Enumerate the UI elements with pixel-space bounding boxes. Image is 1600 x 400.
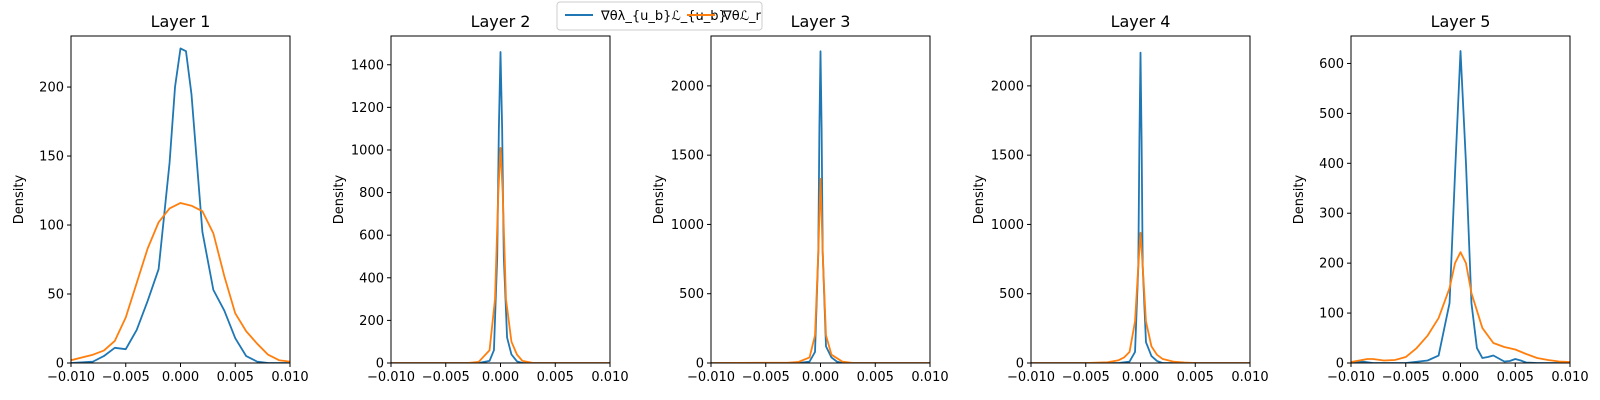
panel-5-ytick-label-6: 600	[1319, 57, 1344, 72]
panel-1-xtick-label-3: 0.005	[217, 370, 254, 385]
panel-1-ylabel: Density	[12, 174, 27, 224]
panel-4: Layer 4 Density −0.010 −0.005 0.000 0.005 0.01…	[972, 12, 1269, 385]
panel-4-title: Layer 4	[1111, 12, 1171, 31]
panel-3-xtick-label-1: −0.005	[742, 370, 790, 385]
panel-5-ylabel: Density	[1292, 174, 1307, 224]
panel-3-xtick-label-3: 0.005	[857, 370, 894, 385]
panel-3-xtick-label-4: 0.010	[911, 370, 948, 385]
panel-2-ytick-label-5: 1000	[351, 143, 384, 158]
panel-1-axes-frame	[70, 35, 291, 364]
panel-3-ytick-label-2: 1000	[671, 218, 704, 233]
legend-label-0: ∇θλ_{u_b}ℒ_{u_b}	[600, 9, 727, 24]
panel-3-ylabel: Density	[652, 174, 667, 224]
panel-5-xtick-label-2: 0.000	[1442, 370, 1479, 385]
panel-3-series-1-line	[711, 177, 930, 363]
panel-4-ytick-label-3: 1500	[991, 149, 1024, 164]
panel-4-series-0-line	[1031, 51, 1250, 363]
panel-1-ytick-label-1: 50	[47, 288, 64, 303]
panel-4-ylabel: Density	[972, 174, 987, 224]
panel-1-ytick-label-4: 200	[39, 81, 64, 96]
panel-2-xtick-label-3: 0.005	[537, 370, 574, 385]
panel-5-title: Layer 5	[1431, 12, 1491, 31]
panel-3-ytick-label-4: 2000	[671, 79, 704, 94]
panel-2-ytick-label-7: 1400	[351, 58, 384, 73]
panel-5-xtick-label-0: −0.010	[1327, 370, 1375, 385]
panel-2-series-1-line	[391, 146, 610, 363]
panel-5-xtick-label-3: 0.005	[1497, 370, 1534, 385]
legend: ∇θλ_{u_b}ℒ_{u_b} ∇θℒ_r	[556, 1, 763, 31]
panel-5-xtick-label-1: −0.005	[1382, 370, 1430, 385]
panel-5-ytick-label-4: 400	[1319, 157, 1344, 172]
panel-2-ytick-label-2: 400	[359, 271, 384, 286]
panel-2-title: Layer 2	[471, 12, 531, 31]
panel-4-xtick-label-2: 0.000	[1122, 370, 1159, 385]
panel-3-ytick-label-0: 0	[696, 357, 704, 372]
panel-4-ytick-label-1: 500	[999, 287, 1024, 302]
panel-3-series-0-line	[711, 50, 930, 363]
legend-frame	[556, 1, 763, 31]
panel-1-xtick-label-0: −0.010	[47, 370, 95, 385]
panel-1-xtick-label-2: 0.000	[162, 370, 199, 385]
panel-4-ytick-label-4: 2000	[991, 79, 1024, 94]
panel-4-xtick-label-0: −0.010	[1007, 370, 1055, 385]
panel-4-xtick-label-4: 0.010	[1231, 370, 1268, 385]
panel-1-title: Layer 1	[151, 12, 211, 31]
panel-2-ytick-label-4: 800	[359, 186, 384, 201]
panel-2-ylabel: Density	[332, 174, 347, 224]
panel-2-ytick-label-6: 1200	[351, 101, 384, 116]
panel-2-ytick-label-1: 200	[359, 314, 384, 329]
panel-5-ytick-label-5: 500	[1319, 107, 1344, 122]
panel-2-xtick-label-0: −0.010	[367, 370, 415, 385]
panel-4-ytick-label-0: 0	[1016, 357, 1024, 372]
panel-1-series-1-line	[71, 202, 290, 363]
panel-3-ytick-label-3: 1500	[671, 149, 704, 164]
panel-2-xtick-label-4: 0.010	[591, 370, 628, 385]
panel-2-series-0-line	[391, 51, 610, 363]
legend-label-1: ∇θℒ_r	[722, 9, 762, 24]
panel-1-ytick-label-2: 100	[39, 219, 64, 234]
panel-5-ytick-label-2: 200	[1319, 257, 1344, 272]
panel-1-xtick-label-1: −0.005	[102, 370, 150, 385]
panel-5-ytick-label-0: 0	[1336, 357, 1344, 372]
panel-1-ytick-label-3: 150	[39, 150, 64, 165]
subplot-panels: Layer 1 Density −0.010 −0.005 0.000 0.005 0.01…	[12, 12, 1589, 385]
panel-3-ytick-label-1: 500	[679, 287, 704, 302]
panel-1-xtick-label-4: 0.010	[271, 370, 308, 385]
panel-5-series-0-line	[1351, 50, 1570, 363]
panel-2-ytick-label-0: 0	[376, 357, 384, 372]
panel-3: Layer 3 Density −0.010 −0.005 0.000 0.005 0.01…	[652, 12, 949, 385]
panel-5-ytick-label-1: 100	[1319, 307, 1344, 322]
panel-2-xtick-label-1: −0.005	[422, 370, 470, 385]
panel-4-xtick-label-1: −0.005	[1062, 370, 1110, 385]
panel-5: Layer 5 Density −0.010 −0.005 0.000 0.005 0.01…	[1292, 12, 1589, 385]
panel-5-ytick-label-3: 300	[1319, 207, 1344, 222]
panel-3-xtick-label-0: −0.010	[687, 370, 735, 385]
panel-5-axes-frame	[1350, 35, 1571, 364]
panel-3-xtick-label-2: 0.000	[802, 370, 839, 385]
panel-2-xtick-label-2: 0.000	[482, 370, 519, 385]
panel-5-xtick-label-4: 0.010	[1551, 370, 1588, 385]
panel-3-title: Layer 3	[791, 12, 851, 31]
panel-1-series-0-line	[71, 47, 290, 363]
panel-4-xtick-label-3: 0.005	[1177, 370, 1214, 385]
panel-5-series-1-line	[1351, 251, 1570, 363]
panel-1-ytick-label-0: 0	[56, 357, 64, 372]
panel-1: Layer 1 Density −0.010 −0.005 0.000 0.005 0.01…	[12, 12, 309, 385]
panel-2-ytick-label-3: 600	[359, 229, 384, 244]
panel-4-ytick-label-2: 1000	[991, 218, 1024, 233]
panel-4-series-1-line	[1031, 231, 1250, 363]
panel-2: Layer 2 Density −0.010 −0.005 0.000 0.005 0.01…	[332, 12, 629, 385]
